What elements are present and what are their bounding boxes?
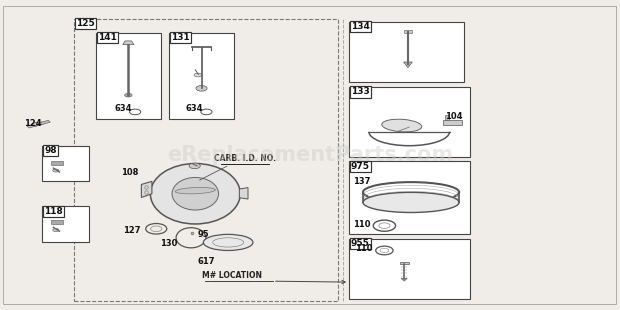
Bar <box>51 220 63 224</box>
Bar <box>169 33 234 119</box>
Text: 95: 95 <box>197 229 209 239</box>
Circle shape <box>196 86 207 91</box>
Text: 134: 134 <box>351 22 370 31</box>
Bar <box>349 87 470 157</box>
Text: 127: 127 <box>123 225 140 235</box>
Bar <box>349 22 464 82</box>
Polygon shape <box>401 278 407 281</box>
Text: 108: 108 <box>121 167 138 177</box>
Polygon shape <box>400 262 409 264</box>
Text: 104: 104 <box>445 112 463 121</box>
Bar <box>27 122 44 128</box>
Text: 131: 131 <box>171 33 190 42</box>
Point <box>405 125 413 129</box>
Bar <box>42 146 89 181</box>
Bar <box>349 239 470 299</box>
Ellipse shape <box>172 177 219 210</box>
Text: 141: 141 <box>98 33 117 42</box>
Polygon shape <box>123 41 134 45</box>
Text: 137: 137 <box>353 177 371 186</box>
Text: 634: 634 <box>186 104 203 113</box>
Text: 110: 110 <box>355 244 372 253</box>
Bar <box>349 161 470 234</box>
Bar <box>96 33 161 119</box>
Ellipse shape <box>175 188 215 194</box>
Bar <box>443 120 462 125</box>
Text: 124: 124 <box>24 119 41 129</box>
Polygon shape <box>404 62 412 68</box>
Text: 125: 125 <box>76 19 95 28</box>
Line: 2 pts: 2 pts <box>397 127 409 132</box>
Text: 98: 98 <box>44 146 56 155</box>
Text: 955: 955 <box>351 239 370 248</box>
Text: 617: 617 <box>197 257 215 267</box>
Text: 110: 110 <box>353 220 371 229</box>
Polygon shape <box>141 181 152 197</box>
Text: CARB. I.D. NO.: CARB. I.D. NO. <box>214 154 276 163</box>
Text: 975: 975 <box>351 162 370 171</box>
Circle shape <box>125 93 132 97</box>
Text: 130: 130 <box>160 239 177 248</box>
Bar <box>51 161 63 165</box>
Polygon shape <box>32 122 39 126</box>
Circle shape <box>189 163 200 169</box>
Ellipse shape <box>151 163 241 224</box>
Polygon shape <box>239 188 248 199</box>
Circle shape <box>53 169 59 172</box>
Text: M# LOCATION: M# LOCATION <box>203 271 262 280</box>
Bar <box>74 19 338 301</box>
Text: 634: 634 <box>115 104 132 113</box>
Bar <box>33 120 50 126</box>
Circle shape <box>53 228 59 232</box>
Ellipse shape <box>203 234 253 250</box>
Bar <box>404 30 412 33</box>
Circle shape <box>194 73 202 77</box>
Ellipse shape <box>382 119 422 132</box>
Text: 118: 118 <box>44 207 63 216</box>
Text: eReplacementParts.com: eReplacementParts.com <box>167 145 453 165</box>
Point <box>393 130 401 134</box>
Bar <box>42 206 89 242</box>
Ellipse shape <box>363 192 459 213</box>
Text: 133: 133 <box>351 87 370 96</box>
Bar <box>445 115 449 120</box>
